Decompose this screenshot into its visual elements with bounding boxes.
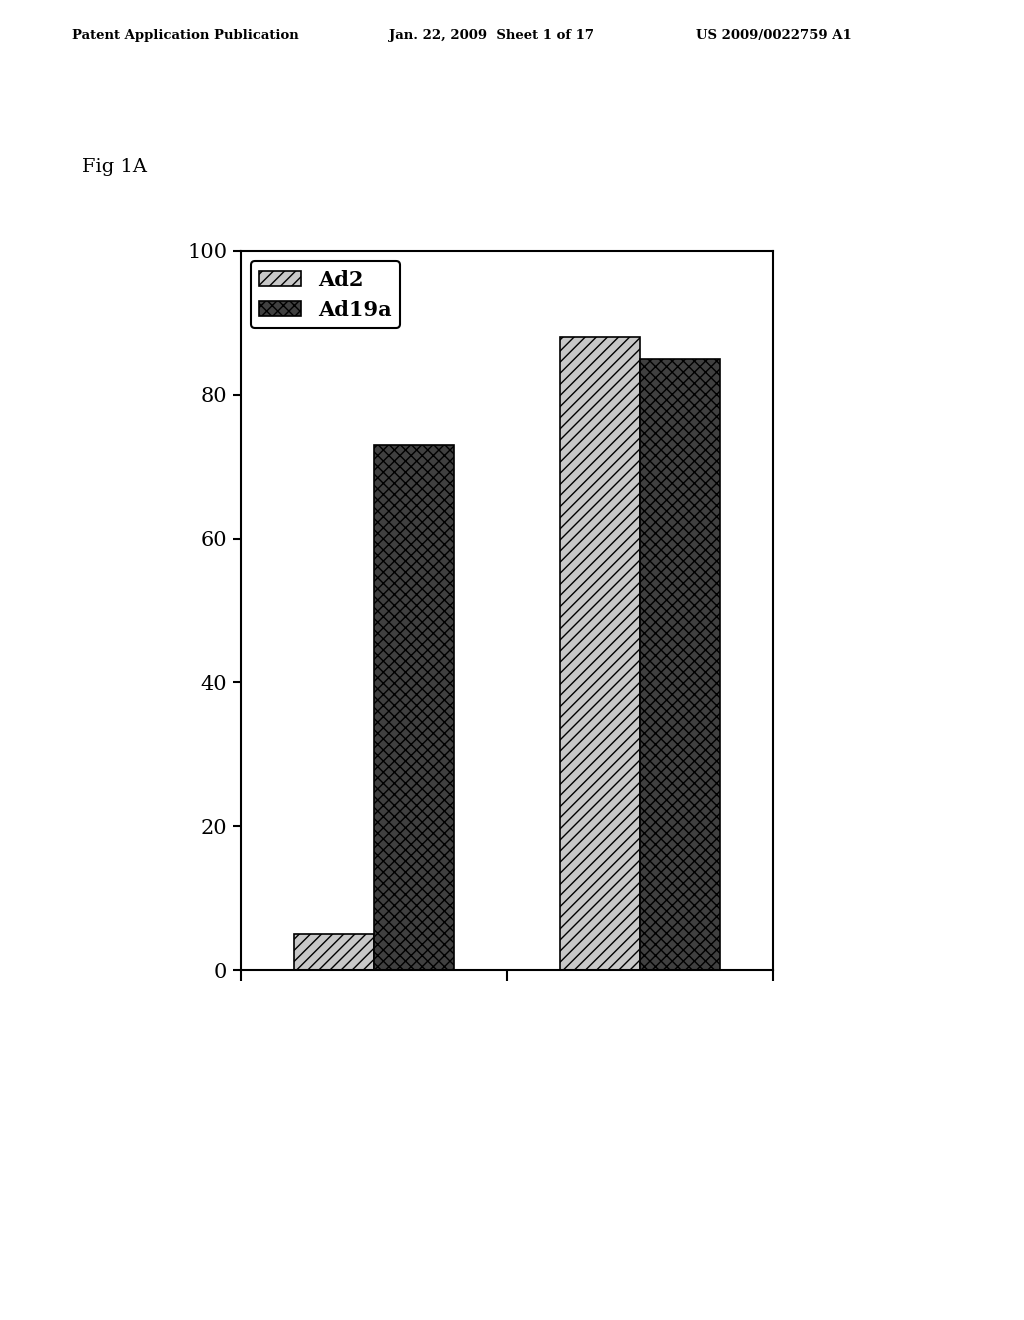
Text: US 2009/0022759 A1: US 2009/0022759 A1 [696, 29, 852, 42]
Bar [374, 445, 454, 970]
Text: Patent Application Publication: Patent Application Publication [72, 29, 298, 42]
Legend: Ad2, Ad19a: Ad2, Ad19a [251, 261, 399, 329]
Bar [294, 935, 374, 970]
Text: Fig 1A: Fig 1A [82, 158, 146, 177]
Bar [560, 337, 640, 970]
Text: Jan. 22, 2009  Sheet 1 of 17: Jan. 22, 2009 Sheet 1 of 17 [389, 29, 594, 42]
Bar [640, 359, 720, 970]
